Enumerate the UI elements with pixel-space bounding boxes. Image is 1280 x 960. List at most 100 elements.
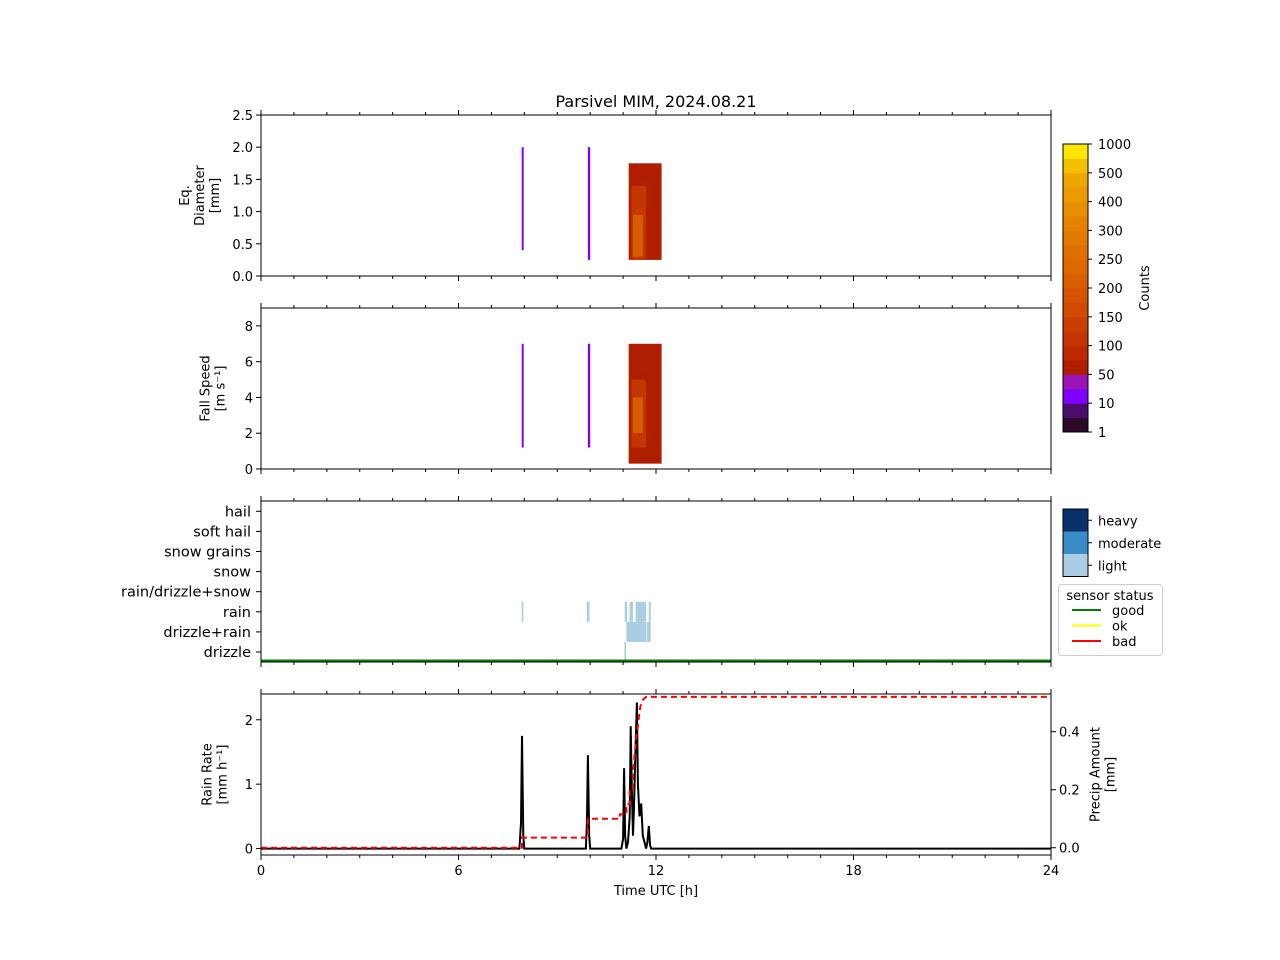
colorbar-tick-label: 400 bbox=[1098, 196, 1123, 211]
x-tick-label: 18 bbox=[845, 864, 862, 879]
heatmap-cell bbox=[521, 147, 524, 251]
colorbar-segment bbox=[1063, 259, 1088, 275]
category-label: soft hail bbox=[193, 524, 251, 540]
y-tick-label: 8 bbox=[245, 320, 253, 335]
type-cell bbox=[648, 601, 651, 622]
intensity-label: light bbox=[1098, 559, 1127, 574]
colorbar-tick-label: 50 bbox=[1098, 368, 1115, 383]
y-axis-label-line: [mm] bbox=[208, 178, 223, 213]
axes-frame bbox=[260, 693, 1052, 856]
y-tick-label: 4 bbox=[245, 391, 253, 406]
category-label: rain/drizzle+snow bbox=[121, 585, 251, 601]
colorbar-label: Counts bbox=[1138, 265, 1153, 311]
y-axis-label: Fall Speed[m s⁻¹] bbox=[199, 355, 229, 421]
x-tick-label: 12 bbox=[648, 864, 665, 879]
y-axis-label-line: Rain Rate bbox=[201, 743, 216, 806]
intensity-frame bbox=[1062, 508, 1089, 577]
type-cell bbox=[635, 601, 647, 622]
colorbar-tick-label: 1 bbox=[1098, 426, 1106, 441]
type-cell bbox=[586, 601, 590, 622]
y2-axis-label-line: [mm] bbox=[1104, 757, 1119, 792]
category-label: drizzle+rain bbox=[163, 625, 251, 641]
heatmap-cell bbox=[632, 397, 643, 434]
chart-title: Parsivel MIM, 2024.08.21 bbox=[555, 92, 756, 111]
category-label: hail bbox=[225, 504, 251, 520]
y-tick-label: 0.0 bbox=[232, 270, 253, 285]
colorbar-segment bbox=[1063, 302, 1088, 318]
colorbar-segment bbox=[1063, 417, 1088, 433]
intensity-swatch bbox=[1063, 509, 1088, 532]
type-cell bbox=[626, 621, 647, 642]
status-legend-label: good bbox=[1112, 604, 1144, 619]
y-axis-label: Eq.Diameter[mm] bbox=[178, 165, 223, 226]
rain-rate-line bbox=[261, 702, 1051, 850]
heatmap-cell bbox=[521, 343, 524, 448]
intensity-label: moderate bbox=[1098, 537, 1161, 552]
category-label: drizzle bbox=[204, 645, 251, 661]
axes-frame bbox=[260, 500, 1052, 663]
y-tick-label: 0 bbox=[245, 463, 253, 478]
y2-tick-label: 0.2 bbox=[1059, 784, 1080, 799]
colorbar-segment bbox=[1063, 273, 1088, 289]
y-tick-label: 1.0 bbox=[232, 206, 253, 221]
y-axis-label-line: Fall Speed bbox=[199, 355, 214, 421]
colorbar-segment bbox=[1063, 331, 1088, 347]
colorbar-tick-label: 10 bbox=[1098, 397, 1115, 412]
colorbar-segment bbox=[1063, 403, 1088, 419]
y-tick-label: 0.5 bbox=[232, 238, 253, 253]
colorbar-segment bbox=[1063, 360, 1088, 375]
y-tick-label: 2.0 bbox=[232, 141, 253, 156]
intensity-swatch bbox=[1063, 531, 1088, 554]
intensity-label: heavy bbox=[1098, 514, 1138, 529]
status-legend-box bbox=[1058, 584, 1163, 656]
type-cell bbox=[629, 601, 633, 622]
type-cell bbox=[646, 621, 651, 642]
colorbar-segment bbox=[1063, 187, 1088, 203]
colorbar-tick-label: 300 bbox=[1098, 224, 1123, 239]
category-label: snow bbox=[214, 565, 252, 581]
status-legend-label: ok bbox=[1112, 620, 1128, 635]
x-tick-label: 6 bbox=[454, 864, 462, 879]
colorbar-segment bbox=[1063, 374, 1088, 390]
y-axis-label: Rain Rate[mm h⁻¹] bbox=[201, 743, 231, 806]
counts-colorbar: 1 10 50 100 150 200 250 300 400 500 1000 Counts bbox=[1062, 138, 1153, 441]
type-cell bbox=[521, 601, 524, 622]
panel-precip-type: drizzle drizzle+rain rain rain/drizzle+snow… bbox=[121, 496, 1052, 667]
colorbar-segment bbox=[1063, 345, 1088, 361]
category-label: snow grains bbox=[164, 545, 251, 561]
colorbar-segment bbox=[1063, 144, 1088, 159]
heatmap-cell bbox=[587, 147, 591, 260]
y-tick-label: 2 bbox=[245, 427, 253, 442]
y2-axis-label: Precip Amount[mm] bbox=[1089, 727, 1119, 822]
panel-fall-speed: 0 2 4 6 8 Fall Speed[m s⁻¹] bbox=[199, 303, 1052, 478]
y-tick-label: 2 bbox=[245, 714, 253, 729]
status-legend-label: bad bbox=[1112, 635, 1136, 650]
y-axis-label-line: [m s⁻¹] bbox=[214, 366, 229, 412]
heatmap-cell bbox=[632, 214, 643, 257]
colorbar-segment bbox=[1063, 288, 1088, 303]
intensity-legend: heavy moderate light bbox=[1062, 508, 1161, 577]
status-legend-title: sensor status bbox=[1066, 589, 1153, 604]
colorbar-segment bbox=[1063, 388, 1088, 404]
y-axis-label-line: Diameter bbox=[193, 165, 208, 226]
colorbar-segment bbox=[1063, 158, 1088, 174]
heatmap-cell bbox=[587, 343, 591, 448]
colorbar-segment bbox=[1063, 201, 1088, 217]
panel-diameter: 0.0 0.5 1.0 1.5 2.0 2.5 Eq.Diameter[mm] bbox=[178, 109, 1052, 285]
colorbar-segment bbox=[1063, 216, 1088, 231]
category-label: rain bbox=[223, 605, 251, 621]
y2-axis-label-line: Precip Amount bbox=[1089, 727, 1104, 822]
y-axis-label-line: Eq. bbox=[178, 185, 193, 206]
y-tick-label: 1 bbox=[245, 778, 253, 793]
y-tick-label: 1.5 bbox=[232, 173, 253, 188]
x-axis-label: Time UTC [h] bbox=[613, 884, 698, 899]
intensity-swatch bbox=[1063, 554, 1088, 577]
y-axis-label-line: [mm h⁻¹] bbox=[216, 745, 231, 805]
colorbar-tick-label: 200 bbox=[1098, 282, 1123, 297]
colorbar-segment bbox=[1063, 244, 1088, 260]
y-tick-label: 2.5 bbox=[232, 109, 253, 124]
colorbar-tick-label: 1000 bbox=[1098, 138, 1131, 153]
colorbar-tick-label: 150 bbox=[1098, 311, 1123, 326]
y-tick-label: 6 bbox=[245, 356, 253, 371]
